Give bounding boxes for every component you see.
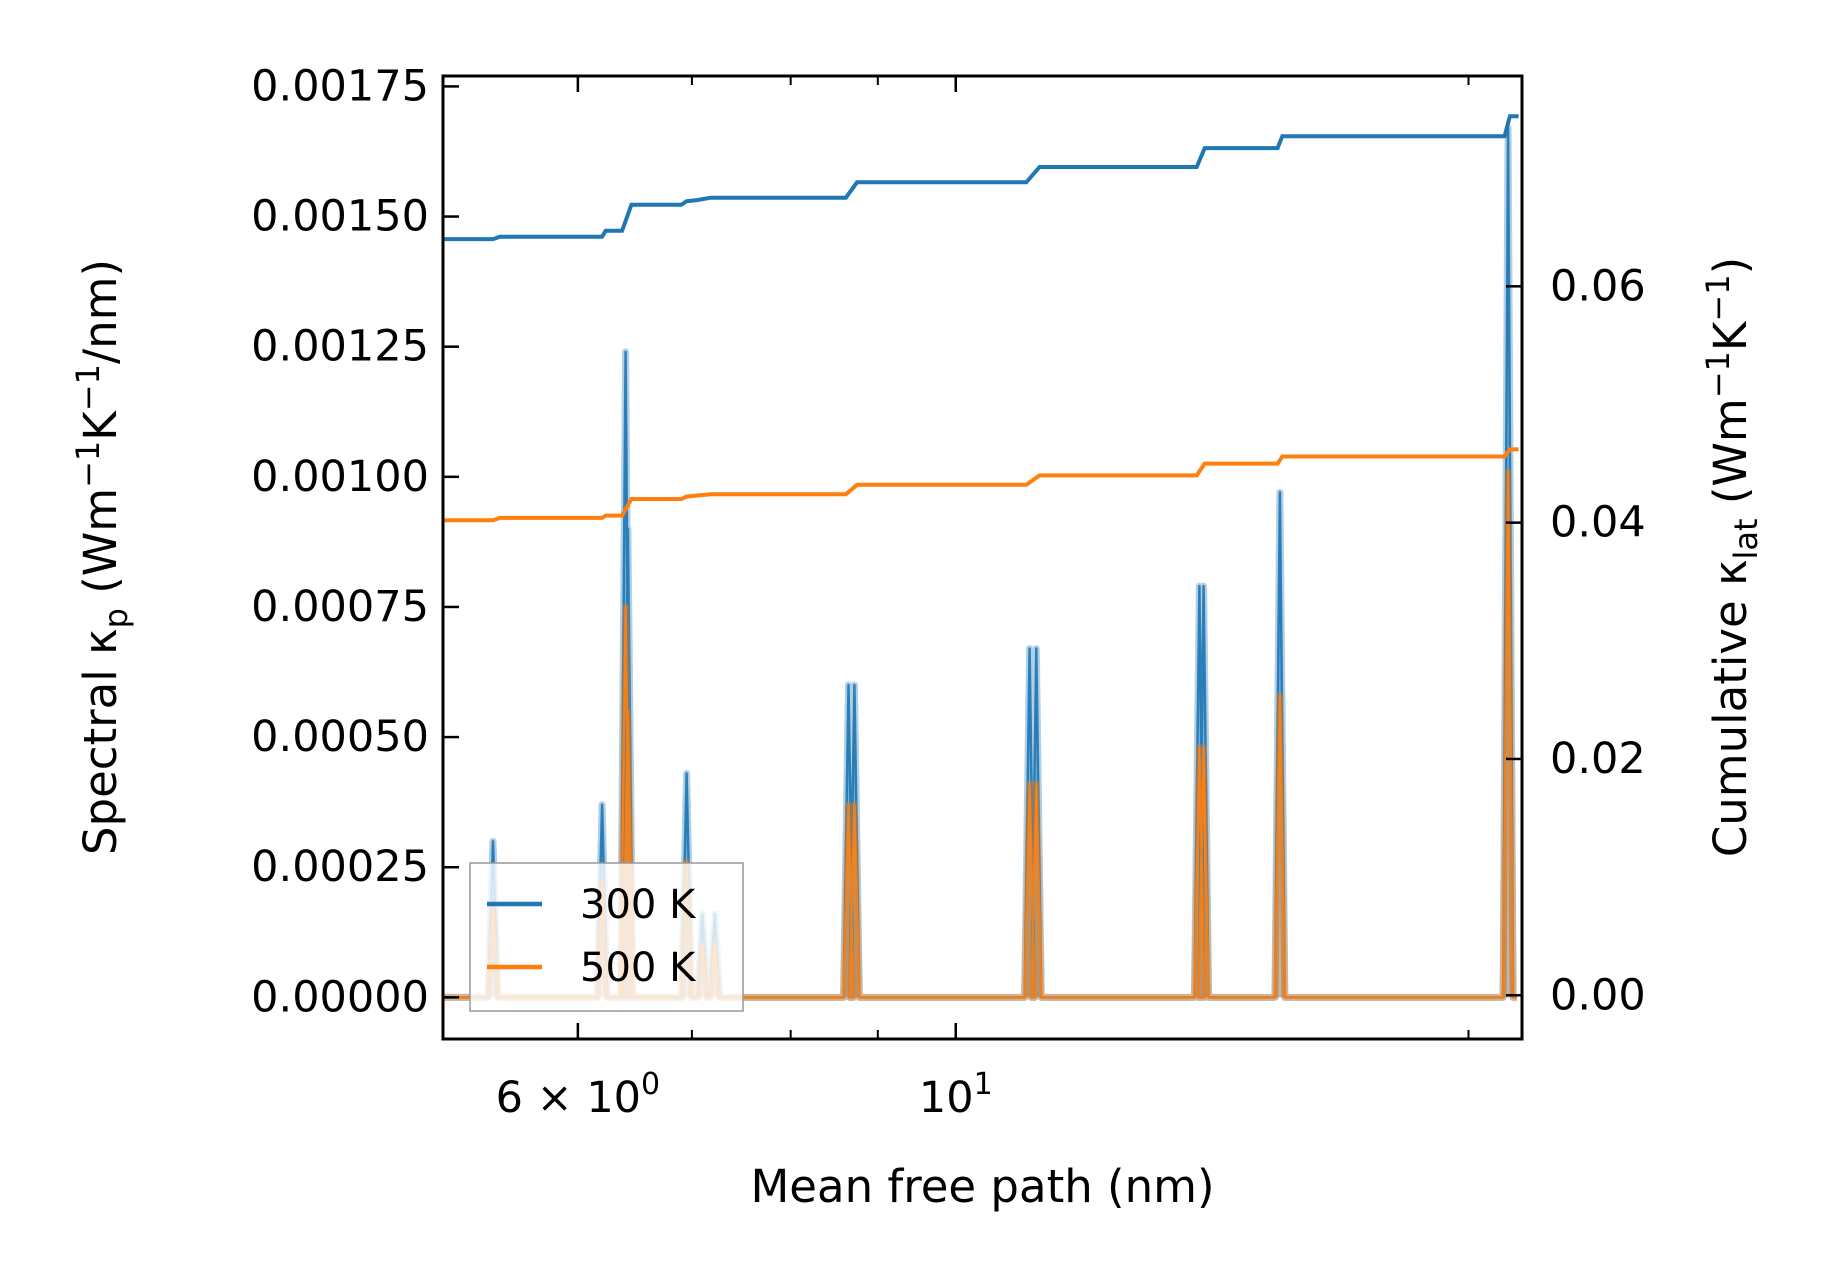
right-tick-label: 0.04 [1550,498,1646,548]
x-tick-exp: 0 [641,1067,660,1102]
left-axis-label-mid: K [74,410,127,441]
x-tick-base: 10 [919,1073,974,1123]
x-tick-exp: 1 [974,1067,993,1102]
right-tick-label: 0.06 [1550,261,1646,311]
right-axis-label-pre: Cumulative κ [1704,560,1757,858]
left-axis-label: Spectral κp (Wm−1K−1/nm) [69,259,135,855]
right-axis-label-end: ) [1704,257,1757,275]
left-axis-label-sub: p [97,608,135,628]
legend-label-300k: 300 K [580,882,697,928]
left-axis-label-end: /nm) [74,259,127,364]
right-axis-label-sup1: −1 [1699,351,1737,398]
left-tick-label: 0.00125 [251,322,429,372]
right-axis-label-mid: K [1704,320,1757,351]
cumulative-line-300k [443,116,1519,239]
left-tick-label: 0.00150 [251,192,429,242]
left-tick-label: 0.00000 [251,972,429,1022]
left-tick-label: 0.00050 [251,712,429,762]
x-axis-label: Mean free path (nm) [750,1160,1214,1213]
right-tick-label: 0.02 [1550,734,1646,784]
left-axis-label-sup2: −1 [69,364,107,411]
x-tick-times: × 10 [523,1073,641,1123]
cumulative-line-500k [443,449,1519,520]
right-axis-label-sup2: −1 [1699,274,1737,321]
legend-label-500k: 500 K [580,945,697,991]
right-axis-label: Cumulative κlat (Wm−1K−1) [1699,257,1765,857]
left-tick-label: 0.00100 [251,452,429,502]
left-tick-label: 0.00025 [251,842,429,892]
right-axis-label-sub: lat [1727,518,1765,559]
left-tick-label: 0.00175 [251,61,429,111]
left-axis-label-pre: Spectral κ [74,628,127,855]
left-axis-label-sup1: −1 [69,441,107,488]
x-tick-base: 6 [496,1073,523,1123]
cumulative-line-layer [443,116,1519,520]
right-tick-label: 0.00 [1550,970,1646,1020]
x-tick-label: 6 × 100 [496,1067,661,1123]
x-tick-label: 101 [919,1067,993,1123]
right-axis-label-post: (Wm [1704,398,1757,518]
left-axis-label-post: (Wm [74,488,127,608]
left-tick-label: 0.00075 [251,582,429,632]
legend: 300 K 500 K [470,863,743,1011]
